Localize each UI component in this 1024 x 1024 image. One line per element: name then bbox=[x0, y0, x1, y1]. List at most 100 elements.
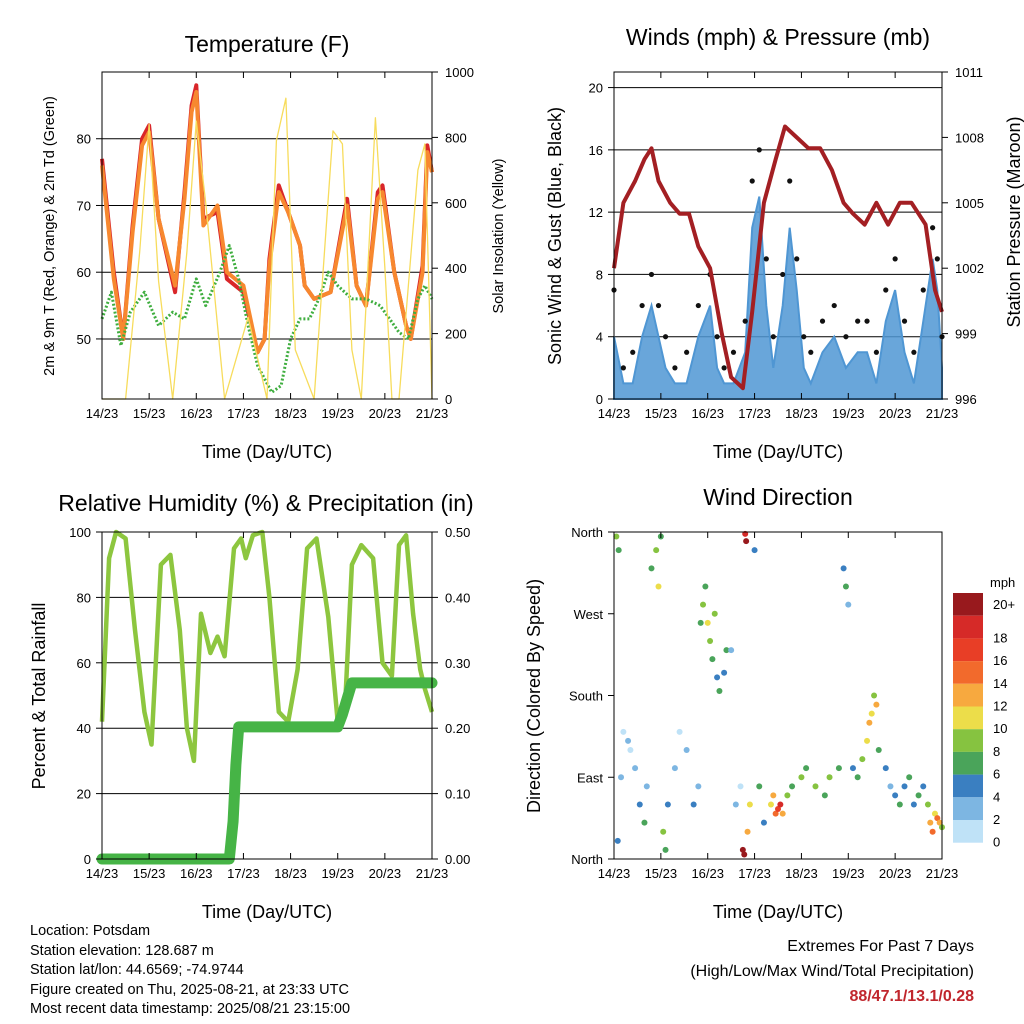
gust-point bbox=[901, 318, 908, 324]
gust-point bbox=[662, 334, 669, 340]
direction-point bbox=[915, 792, 922, 799]
colorbar-swatch bbox=[953, 797, 983, 820]
direction-point bbox=[711, 610, 718, 617]
gust-point bbox=[873, 349, 880, 355]
pressure-line bbox=[612, 124, 944, 391]
y-tick-label: 0 bbox=[596, 392, 603, 407]
y-tick-label: 60 bbox=[77, 656, 91, 671]
direction-point bbox=[821, 792, 828, 799]
x-tick-label: 20/23 bbox=[369, 406, 402, 421]
direction-point bbox=[683, 747, 690, 753]
gust-point bbox=[911, 349, 917, 355]
gust-point bbox=[920, 287, 926, 293]
gust-point bbox=[780, 271, 786, 278]
direction-point bbox=[871, 692, 878, 699]
direction-point bbox=[728, 647, 735, 654]
x-tick-label: 16/23 bbox=[691, 866, 724, 881]
colorbar-label: 6 bbox=[993, 767, 1000, 782]
direction-point bbox=[840, 565, 847, 572]
y2-tick-label: 1002 bbox=[955, 261, 984, 276]
direction-point bbox=[882, 765, 889, 772]
x-tick-label: 21/23 bbox=[416, 866, 449, 881]
colorbar-swatch bbox=[953, 751, 983, 775]
x-tick-label: 17/23 bbox=[738, 406, 771, 421]
x-tick-label: 16/23 bbox=[180, 866, 213, 881]
wind-direction-xlabel: Time (Day/UTC) bbox=[713, 902, 843, 922]
wind-direction-series bbox=[613, 530, 945, 858]
gust-point bbox=[639, 302, 645, 309]
gust-point bbox=[794, 256, 800, 262]
direction-point bbox=[690, 801, 697, 808]
y-tick-label: North bbox=[571, 525, 603, 540]
x-tick-label: 14/23 bbox=[598, 406, 631, 421]
colorbar-label: 14 bbox=[993, 676, 1007, 691]
direction-point bbox=[697, 619, 704, 626]
temperature-title: Temperature (F) bbox=[185, 31, 350, 57]
y-tick-label: North bbox=[571, 852, 603, 867]
direction-point bbox=[789, 783, 796, 790]
location-text: Location: Potsdam bbox=[30, 923, 151, 939]
direction-point bbox=[777, 801, 784, 808]
x-tick-label: 15/23 bbox=[133, 406, 166, 421]
direction-point bbox=[641, 819, 648, 826]
x-tick-label: 18/23 bbox=[785, 866, 818, 881]
humidity-xlabel: Time (Day/UTC) bbox=[202, 902, 332, 922]
colorbar-label: 0 bbox=[993, 835, 1000, 850]
humidity-ylabel: Percent & Total Rainfall bbox=[29, 603, 49, 790]
wind-direction-ylabel: Direction (Colored By Speed) bbox=[524, 579, 544, 813]
winds-xlabel: Time (Day/UTC) bbox=[713, 442, 843, 462]
y-tick-label: East bbox=[577, 770, 603, 785]
gust-point bbox=[695, 302, 701, 309]
y2-tick-label: 400 bbox=[445, 261, 467, 276]
colorbar-label: 20+ bbox=[993, 597, 1015, 612]
extremes-box: Extremes For Past 7 Days (High/Low/Max W… bbox=[690, 934, 974, 1009]
direction-point bbox=[835, 765, 842, 772]
direction-point bbox=[721, 669, 728, 676]
direction-point bbox=[655, 583, 662, 590]
x-tick-label: 19/23 bbox=[321, 406, 354, 421]
x-tick-label: 18/23 bbox=[785, 406, 818, 421]
colorbar-label: 4 bbox=[993, 789, 1000, 804]
direction-point bbox=[741, 851, 748, 858]
direction-point bbox=[627, 747, 634, 753]
direction-point bbox=[845, 601, 852, 608]
x-tick-label: 18/23 bbox=[274, 866, 307, 881]
x-tick-label: 21/23 bbox=[416, 406, 449, 421]
direction-point bbox=[660, 828, 667, 835]
direction-point bbox=[746, 801, 753, 808]
gust-point bbox=[930, 225, 936, 231]
y-tick-label: 12 bbox=[589, 205, 603, 220]
direction-point bbox=[931, 810, 938, 817]
winds-y2label: Station Pressure (Maroon) bbox=[1004, 116, 1024, 327]
x-tick-label: 15/23 bbox=[645, 866, 678, 881]
direction-point bbox=[924, 801, 931, 808]
direction-point bbox=[743, 538, 750, 545]
direction-point bbox=[653, 547, 660, 554]
direction-point bbox=[732, 801, 739, 808]
colorbar-label: 18 bbox=[993, 630, 1007, 645]
extremes-subtitle: (High/Low/Max Wind/Total Precipitation) bbox=[690, 963, 974, 980]
y2-tick-label: 0.40 bbox=[445, 590, 470, 605]
y2-tick-label: 1000 bbox=[445, 65, 474, 80]
direction-point bbox=[910, 801, 917, 808]
gust-point bbox=[763, 256, 769, 262]
y2-tick-label: 0.20 bbox=[445, 721, 470, 736]
direction-point bbox=[704, 619, 711, 626]
direction-point bbox=[737, 783, 744, 790]
solar-line bbox=[102, 97, 433, 400]
direction-point bbox=[614, 837, 621, 844]
temperature-series bbox=[100, 83, 434, 400]
direction-point bbox=[920, 783, 927, 790]
direction-point bbox=[714, 674, 721, 681]
temperature-axes: 14/23 15/23 16/23 17/23 18/23 19/23 20/23 21/23… bbox=[77, 65, 474, 421]
elevation-text: Station elevation: 128.687 m bbox=[30, 942, 214, 959]
direction-point bbox=[896, 801, 903, 808]
x-tick-label: 16/23 bbox=[691, 406, 724, 421]
gust-point bbox=[864, 318, 870, 324]
gust-point bbox=[831, 302, 837, 309]
colorbar-label: 10 bbox=[993, 721, 1007, 736]
x-tick-label: 16/23 bbox=[180, 406, 213, 421]
direction-point bbox=[772, 810, 779, 817]
direction-point bbox=[767, 801, 774, 808]
created-text: Figure created on Thu, 2025-08-21, at 23… bbox=[30, 981, 349, 998]
